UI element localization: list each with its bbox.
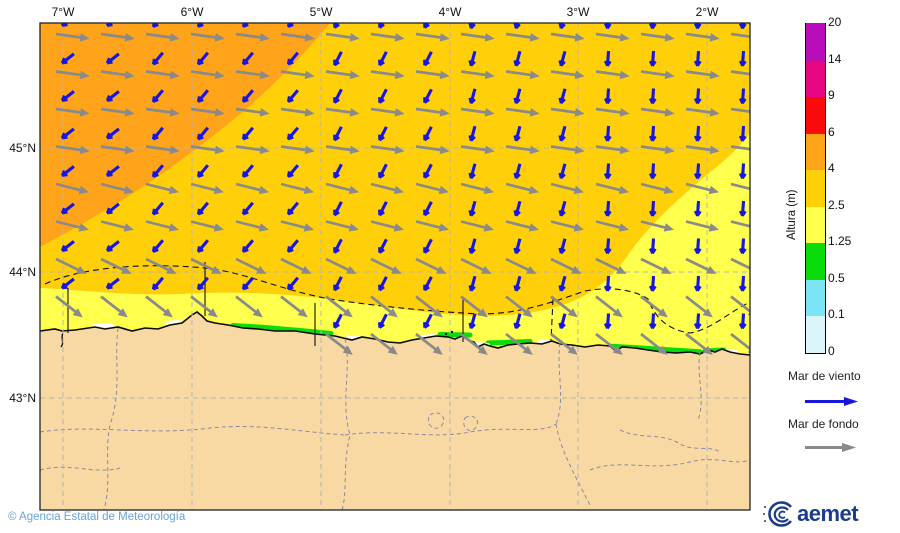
- wind-sea-label: Mar de viento: [788, 369, 861, 383]
- colorbar-tick: 0.1: [828, 307, 845, 322]
- colorbar-segment: [806, 241, 825, 280]
- colorbar-title: Altura (m): [786, 189, 798, 240]
- swell-label: Mar de fondo: [788, 417, 859, 431]
- wave-height-map: 7°W 6°W 5°W 4°W 3°W 2°W 45°N 44°N 43°N: [9, 5, 751, 511]
- graticule-labels: 7°W 6°W 5°W 4°W 3°W 2°W 45°N 44°N 43°N: [9, 5, 719, 405]
- copyright-text: © Agencia Estatal de Meteorología: [8, 511, 186, 523]
- province-borders: [40, 327, 750, 510]
- forecast-zone-dividers: [67, 262, 464, 346]
- svg-text:2°W: 2°W: [696, 5, 719, 19]
- colorbar-tick: 2.5: [828, 197, 845, 212]
- colorbar-segment: [806, 168, 825, 207]
- colorbar-segment: [806, 23, 825, 61]
- colorbar-tick: 14: [828, 51, 842, 66]
- aemet-swirl-icon: [763, 501, 793, 527]
- sea-region-4-6m: [40, 23, 330, 247]
- wind-sea-arrow-icon: [805, 397, 858, 406]
- svg-text:5°W: 5°W: [310, 5, 333, 19]
- svg-text:44°N: 44°N: [9, 265, 36, 279]
- wave-height-colorbar: [805, 23, 826, 354]
- colorbar-segment: [806, 132, 825, 171]
- aemet-logo: aemet: [761, 499, 859, 529]
- wind-swell-arrows: [55, 23, 750, 355]
- islet: [444, 332, 448, 336]
- colorbar-segment: [806, 278, 825, 317]
- svg-text:6°W: 6°W: [181, 5, 204, 19]
- svg-text:7°W: 7°W: [52, 5, 75, 19]
- colorbar-segment: [806, 205, 825, 244]
- colorbar-segment: [806, 58, 825, 98]
- swell-arrow-icon: [805, 443, 856, 452]
- estuary-inlet: [60, 332, 64, 348]
- land: [40, 312, 750, 510]
- svg-text:4°W: 4°W: [439, 5, 462, 19]
- colorbar-tick: 0: [828, 344, 835, 358]
- colorbar-tick: 9: [828, 88, 835, 103]
- colorbar-segment: [806, 314, 825, 353]
- colorbar-segment: [806, 95, 825, 134]
- svg-text:43°N: 43°N: [9, 391, 36, 405]
- svg-text:45°N: 45°N: [9, 141, 36, 155]
- islet: [450, 330, 454, 334]
- colorbar-tick: 4: [828, 161, 835, 176]
- colorbar-tick: 6: [828, 124, 835, 139]
- colorbar-tick: 20: [828, 15, 842, 29]
- aemet-logo-text: aemet: [797, 501, 859, 526]
- coastline: [40, 311, 750, 356]
- colorbar-tick: 0.5: [828, 270, 845, 285]
- colorbar-tick: 1.25: [828, 234, 852, 249]
- map-frame: [39, 22, 751, 511]
- svg-text:3°W: 3°W: [567, 5, 590, 19]
